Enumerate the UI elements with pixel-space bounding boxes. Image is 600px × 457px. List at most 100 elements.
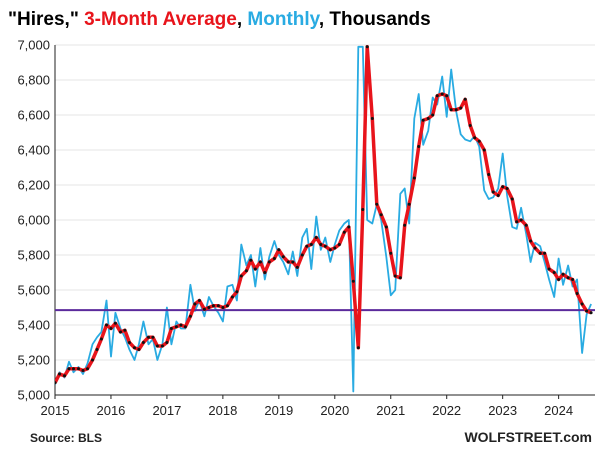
average-point [113,321,117,325]
average-point [370,117,374,120]
average-point [221,306,225,309]
average-point [165,341,169,344]
y-tick-label: 6,200 [17,178,50,193]
average-point [403,223,407,227]
average-point [58,372,61,376]
average-point [63,374,66,378]
average-point [249,258,253,262]
average-point [515,220,519,224]
average-point [127,341,131,344]
average-point [477,139,481,143]
average-point [286,260,290,264]
average-point [267,260,271,264]
average-point [361,208,365,211]
average-point [183,325,187,329]
average-point [351,279,355,283]
x-tick-label: 2024 [544,403,573,418]
average-point [468,124,472,127]
average-point [375,202,379,206]
y-tick-label: 5,400 [17,318,50,333]
brand-label: WOLFSTREET.com [464,429,592,445]
average-point [449,108,453,112]
average-point [55,381,57,385]
average-point [571,278,575,281]
average-point [67,367,71,371]
average-point [547,267,551,271]
average-point [314,236,318,239]
average-point [295,265,299,269]
average-point [543,251,547,255]
x-axis-tick-labels: 2015 2016 2017 2018 2019 2020 2021 2022 2023 2024 [41,395,573,418]
average-point [393,274,397,278]
average-point [421,118,425,122]
average-point [519,218,523,222]
title-part-3: Monthly [247,9,320,30]
average-point [81,369,85,372]
average-point [147,335,150,339]
average-point [305,244,309,248]
y-axis-tick-labels: 5,000 5,200 5,400 5,600 5,800 6,000 6,200 6,400… [17,38,50,403]
average-point [459,106,463,110]
average-point [151,335,155,339]
y-tick-label: 5,600 [17,283,50,298]
x-tick-label: 2021 [376,403,405,418]
average-point [141,341,145,344]
y-tick-label: 5,200 [17,353,50,368]
average-point [86,367,89,371]
average-point [277,248,281,252]
average-point [258,260,262,264]
average-point [533,246,537,250]
average-point [235,290,239,294]
title-part-1: 3-Month Average [84,9,237,30]
average-point [552,271,556,274]
average-point [197,299,201,302]
average-point [566,276,570,280]
average-point [123,328,127,332]
average-point [417,145,421,148]
average-point [384,225,388,229]
average-point [557,278,561,281]
average-point [179,323,183,327]
average-point [99,337,103,341]
average-point [589,311,593,315]
average-point [291,260,295,264]
average-point [72,367,75,371]
average-point [454,108,458,112]
series-layer [55,45,595,393]
x-tick-label: 2023 [488,403,517,418]
average-point [356,346,360,350]
average-point [407,202,411,206]
average-point [160,344,164,348]
average-point [169,327,173,330]
average-point [207,306,211,309]
average-point [347,225,351,229]
average-point [463,97,467,101]
y-tick-label: 6,000 [17,213,50,228]
average-point [105,323,108,327]
average-point [445,94,449,98]
average-point [155,344,159,348]
average-point [119,330,122,334]
average-point [281,255,285,259]
x-tick-label: 2022 [432,403,461,418]
average-point [225,304,229,308]
y-tick-label: 5,000 [17,388,50,403]
average-point [379,213,383,217]
average-point [440,92,444,96]
y-tick-label: 5,800 [17,248,50,263]
y-gridlines [55,44,595,396]
x-tick-label: 2019 [264,403,293,418]
average-point [328,248,332,252]
average-point [239,274,243,278]
average-point [323,244,327,248]
average-point [91,358,94,362]
average-point [431,113,435,117]
average-point [482,148,486,152]
average-point [426,117,430,120]
average-point [473,136,477,140]
average-point [202,307,206,311]
y-tick-label: 7,000 [17,38,50,53]
average-point [216,304,220,308]
average-point [337,243,341,246]
